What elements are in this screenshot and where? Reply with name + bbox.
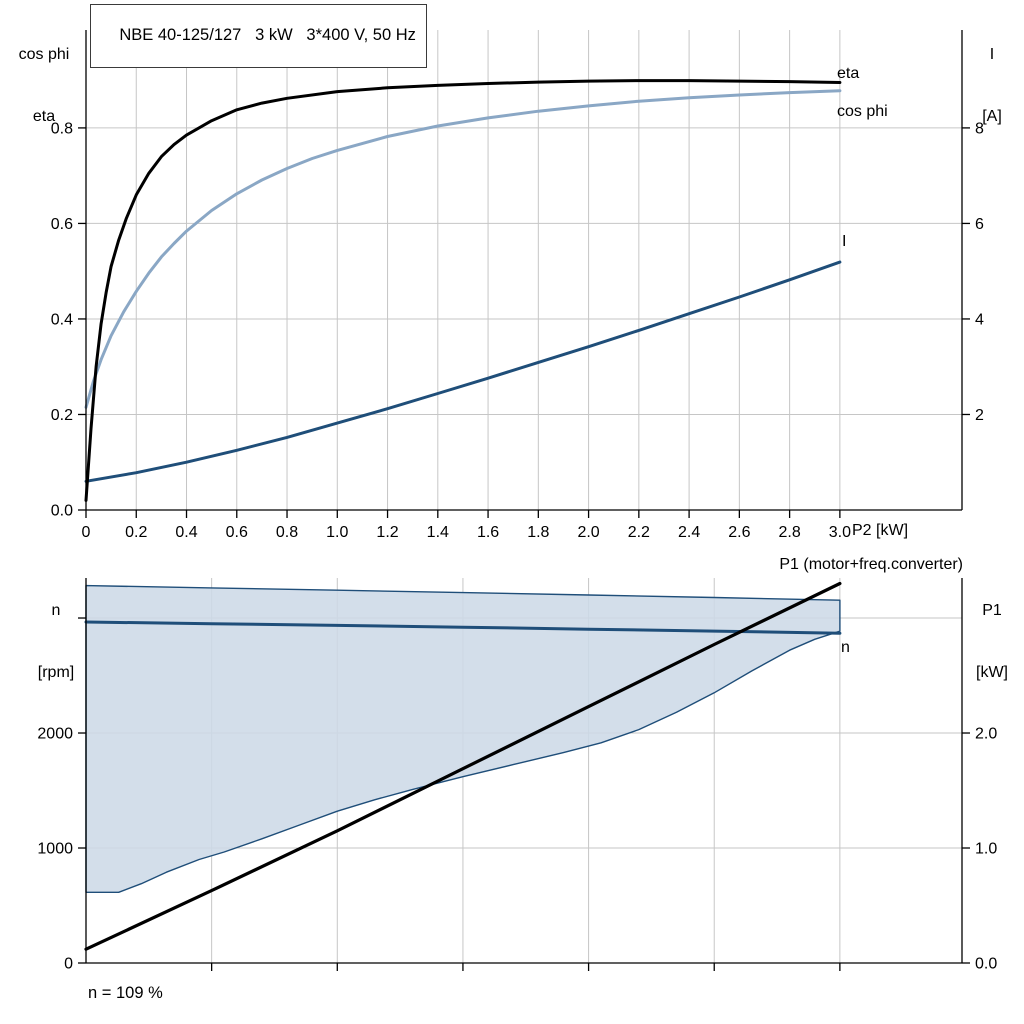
tick-label-left: 2000 <box>37 726 73 743</box>
p1-axis-title: P1 <box>982 601 1002 619</box>
current-axis-title: I <box>989 45 995 63</box>
chart-title: NBE 40-125/127 3 kW 3*400 V, 50 Hz <box>119 26 416 44</box>
bottom-left-axis-title: n [rpm] <box>24 559 88 725</box>
speed-percentage-note: n = 109 % <box>88 984 163 1002</box>
tick-label-bottom: 0 <box>82 524 91 541</box>
current-axis-unit: [A] <box>982 107 1002 125</box>
tick-label-bottom: 1.2 <box>376 524 398 541</box>
tick-label-right: 4 <box>975 311 984 328</box>
curve-P1-motor-freq-converter <box>84 581 842 951</box>
tick-label-bottom: 0.2 <box>125 524 147 541</box>
tick-label-bottom: 2.8 <box>778 524 800 541</box>
tick-label-right: 2 <box>975 407 984 424</box>
tick-label-bottom: 1.6 <box>477 524 499 541</box>
tick-label-left: 0 <box>64 956 73 973</box>
top-left-axis-title: cos phi eta <box>2 3 86 169</box>
tick-label-bottom: 1.0 <box>326 524 348 541</box>
speed-axis-title: n <box>51 601 61 619</box>
tick-label-right: 6 <box>975 216 984 233</box>
curve-label-eta: eta <box>837 65 859 82</box>
tick-label-bottom: 2.0 <box>577 524 599 541</box>
bottom-right-axis-title: P1 [kW] <box>962 559 1022 725</box>
tick-label-left: 1000 <box>37 841 73 858</box>
tick-label-left: 0.8 <box>51 120 73 137</box>
tick-label-bottom: 0.6 <box>226 524 248 541</box>
tick-label-left: 0.4 <box>51 311 73 328</box>
tick-label-bottom: 2.6 <box>728 524 750 541</box>
tick-label-left: 0.6 <box>51 216 73 233</box>
tick-label-bottom: 1.8 <box>527 524 549 541</box>
speed-axis-unit: [rpm] <box>37 663 75 681</box>
tick-label-right: 0.0 <box>975 956 997 973</box>
tick-label-right: 2.0 <box>975 726 997 743</box>
x-axis-title: P2 [kW] <box>852 522 909 539</box>
curve-eta <box>84 79 842 502</box>
p1-curve-caption: P1 (motor+freq.converter) <box>779 556 963 573</box>
tick-label-right: 1.0 <box>975 841 997 858</box>
bottom-chart: 0 1000 2000 0.0 1.0 2.0 n <box>37 578 997 973</box>
tick-label-left: 0.2 <box>51 407 73 424</box>
tick-label-bottom: 0.4 <box>175 524 197 541</box>
curve-cos-phi <box>84 89 842 409</box>
tick-label-bottom: 1.4 <box>427 524 449 541</box>
eta-axis-title: eta <box>32 107 56 125</box>
top-chart: 0.0 0.2 0.4 0.6 0.8 2 4 6 8 0 0.2 0.4 0.6 0.8 1.0 1.2 1.… <box>51 30 984 541</box>
tick-label-bottom: 0.8 <box>276 524 298 541</box>
tick-label-bottom: 2.4 <box>678 524 700 541</box>
tick-label-left: 0.0 <box>51 503 73 520</box>
top-right-axis-title: I [A] <box>966 3 1018 169</box>
chart-title-box: NBE 40-125/127 3 kW 3*400 V, 50 Hz <box>90 4 427 68</box>
curve-label-I: I <box>842 233 846 250</box>
curve-speed-n <box>84 620 842 635</box>
p1-axis-unit: [kW] <box>976 663 1008 681</box>
curve-label-n: n <box>841 639 850 656</box>
tick-label-right: 8 <box>975 120 984 137</box>
tick-label-bottom: 3.0 <box>829 524 851 541</box>
cos-phi-axis-title: cos phi <box>18 45 70 63</box>
curve-current-I <box>84 260 842 483</box>
speed-operating-range <box>85 584 841 893</box>
curve-label-cos-phi: cos phi <box>837 103 888 120</box>
tick-label-bottom: 2.2 <box>628 524 650 541</box>
